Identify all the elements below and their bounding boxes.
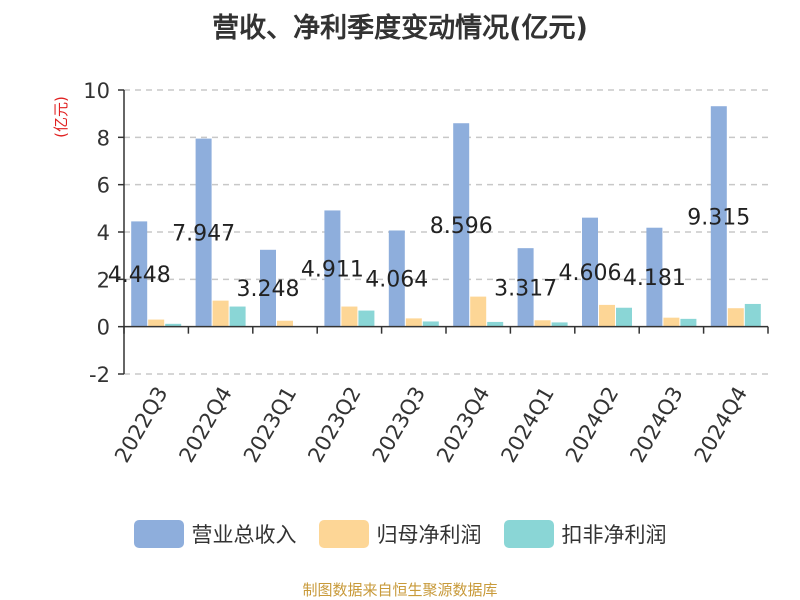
- bar-series-0-2023Q4[interactable]: [453, 123, 470, 327]
- legend-item-revenue[interactable]: 营业总收入: [133, 519, 297, 549]
- bar-series-1-2024Q3[interactable]: [663, 317, 680, 327]
- bar-series-0-2023Q3[interactable]: [388, 230, 405, 327]
- bar-series-2-2022Q3[interactable]: [165, 323, 182, 327]
- y-tick-label: -2: [89, 363, 110, 387]
- bar-series-0-2023Q1[interactable]: [260, 249, 276, 327]
- bar-series-2-2022Q4[interactable]: [229, 306, 246, 327]
- data-label-revenue-2024Q4: 9.315: [687, 205, 750, 230]
- legend-label-deducted-profit: 扣非净利润: [561, 523, 667, 547]
- bar-series-1-2024Q1[interactable]: [534, 320, 551, 327]
- axes: [118, 89, 769, 375]
- x-tick-label: 2024Q4: [690, 383, 752, 467]
- x-tick-label: 2023Q1: [239, 383, 301, 467]
- x-tick-label: 2023Q4: [432, 383, 494, 467]
- data-label-revenue-2024Q1: 3.317: [494, 276, 557, 301]
- y-tick-label: 6: [97, 174, 110, 198]
- bar-series-2-2024Q1[interactable]: [551, 322, 568, 327]
- bar-series-1-2023Q3[interactable]: [405, 318, 422, 327]
- bar-series-2-2023Q4[interactable]: [487, 321, 504, 327]
- data-label-revenue-2024Q3: 4.181: [623, 266, 686, 291]
- data-label-revenue-2023Q2: 4.911: [301, 258, 364, 283]
- data-label-revenue-2023Q1: 3.248: [237, 277, 300, 302]
- bar-series-0-2024Q1[interactable]: [517, 248, 534, 327]
- bar-series-0-2023Q2[interactable]: [324, 210, 341, 327]
- legend-item-net-profit[interactable]: 归母净利润: [318, 519, 482, 549]
- bar-series-1-2023Q1[interactable]: [277, 320, 293, 327]
- y-tick-label: 4: [97, 221, 110, 245]
- bar-series-2-2024Q3[interactable]: [680, 318, 697, 327]
- x-tick-label: 2024Q2: [561, 383, 623, 467]
- data-label-revenue-2022Q4: 7.947: [172, 222, 235, 247]
- x-tick-label: 2022Q3: [110, 383, 172, 467]
- legend-swatch-net-profit: [318, 520, 369, 548]
- bar-series-1-2023Q4[interactable]: [470, 296, 487, 327]
- legend-label-net-profit: 归母净利润: [376, 523, 482, 547]
- bar-series-1-2023Q2[interactable]: [341, 306, 358, 327]
- x-tick-label: 2022Q4: [174, 383, 236, 467]
- bar-series-0-2022Q3[interactable]: [131, 221, 148, 327]
- y-tick-label: 2: [97, 268, 110, 292]
- legend-swatch-deducted-profit: [503, 520, 554, 548]
- chart-title: 营收、净利季度变动情况(亿元): [212, 13, 588, 44]
- bar-series-0-2024Q2[interactable]: [582, 217, 598, 327]
- bar-series-2-2024Q2[interactable]: [616, 307, 632, 327]
- y-axis-label: (亿元): [52, 96, 70, 138]
- x-tick-label: 2024Q3: [625, 383, 687, 467]
- bar-series-0-2024Q3[interactable]: [646, 227, 663, 327]
- bar-series-2-2023Q3[interactable]: [422, 321, 439, 327]
- bar-series-2-2024Q4[interactable]: [744, 303, 761, 327]
- bar-series-1-2024Q4[interactable]: [727, 308, 744, 327]
- x-tick-label: 2023Q3: [368, 383, 430, 467]
- bar-series-0-2022Q4[interactable]: [195, 138, 212, 327]
- legend-label-revenue: 营业总收入: [191, 523, 297, 547]
- x-tick-label: 2023Q2: [303, 383, 365, 467]
- grid-lines: [124, 89, 768, 375]
- y-tick-label: 10: [83, 79, 110, 103]
- data-source-note: 制图数据来自恒生聚源数据库: [302, 581, 498, 599]
- bar-series-2-2023Q2[interactable]: [358, 310, 375, 327]
- bar-series-0-2024Q4[interactable]: [710, 106, 727, 327]
- legend-item-deducted-profit[interactable]: 扣非净利润: [503, 519, 667, 549]
- legend-swatch-revenue: [133, 520, 184, 548]
- bars: [131, 106, 761, 327]
- bar-series-1-2024Q2[interactable]: [599, 304, 615, 327]
- y-tick-label: 0: [97, 316, 110, 340]
- y-tick-label: 8: [97, 126, 110, 150]
- data-label-revenue-2024Q2: 4.606: [559, 261, 622, 286]
- bar-series-1-2022Q4[interactable]: [212, 300, 229, 327]
- data-label-revenue-2023Q4: 8.596: [430, 214, 493, 239]
- data-label-revenue-2023Q3: 4.064: [365, 268, 428, 293]
- bar-series-1-2022Q3[interactable]: [148, 319, 165, 327]
- x-tick-label: 2024Q1: [496, 383, 558, 467]
- data-label-revenue-2022Q3: 4.448: [108, 263, 171, 288]
- legend: 营业总收入 归母净利润 扣非净利润: [0, 519, 800, 549]
